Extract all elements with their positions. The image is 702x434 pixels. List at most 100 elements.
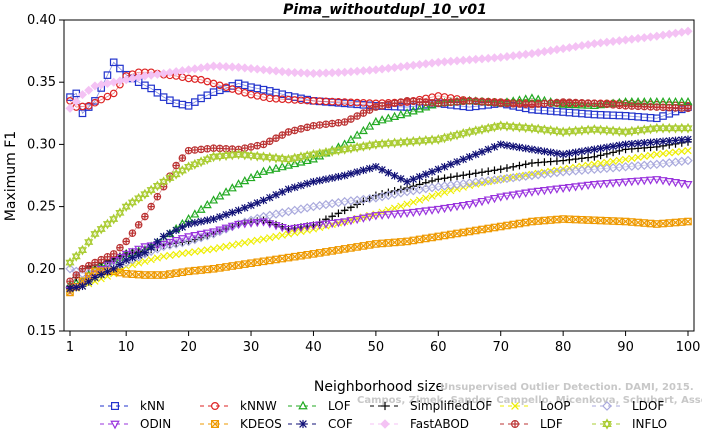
- data-point: [478, 168, 486, 177]
- data-point: [78, 264, 87, 273]
- data-point: [384, 188, 393, 197]
- data-point: [402, 136, 412, 148]
- x-tick-label: 50: [368, 340, 385, 355]
- data-point: [596, 100, 605, 108]
- data-point: [683, 155, 693, 166]
- data-point: [409, 97, 418, 106]
- x-tick-label: 70: [492, 340, 509, 355]
- data-point: [271, 66, 281, 76]
- legend: kNN kNNW LOF SimplifiedLOF LoOP LDOF ODIN KDEOS…: [100, 399, 667, 431]
- data-point: [608, 179, 618, 188]
- data-point: [515, 219, 524, 228]
- data-point: [233, 62, 244, 72]
- data-point: [458, 201, 468, 211]
- data-point: [639, 124, 649, 136]
- data-point: [272, 134, 280, 142]
- data-point: [464, 126, 475, 138]
- data-point: [478, 98, 486, 106]
- data-point: [403, 200, 411, 208]
- data-point: [97, 95, 106, 104]
- data-point: [252, 169, 262, 179]
- data-point: [84, 102, 93, 110]
- data-point: [333, 142, 343, 151]
- data-point: [172, 161, 180, 170]
- data-point: [383, 137, 393, 149]
- data-point: [209, 215, 218, 223]
- data-point: [652, 31, 662, 41]
- data-point: [178, 154, 187, 162]
- data-point: [402, 108, 412, 117]
- legend-item-inflo: INFLO: [592, 417, 667, 431]
- data-point: [670, 28, 681, 38]
- data-point: [77, 90, 88, 100]
- data-point: [302, 223, 312, 232]
- data-point: [334, 118, 343, 127]
- legend-label: LDF: [540, 417, 563, 431]
- data-point: [496, 99, 505, 108]
- data-point: [178, 249, 186, 258]
- data-point: [97, 270, 106, 279]
- data-point: [209, 228, 219, 237]
- data-point: [546, 186, 556, 195]
- data-point: [303, 179, 312, 188]
- data-point: [240, 204, 249, 212]
- data-point: [596, 144, 605, 153]
- data-point: [546, 46, 556, 56]
- series-lof: [65, 93, 693, 289]
- data-point: [415, 208, 425, 217]
- data-point: [340, 118, 349, 126]
- data-point: [377, 138, 387, 150]
- data-point: [102, 261, 112, 270]
- data-point: [665, 149, 673, 157]
- data-point: [584, 146, 592, 155]
- data-point: [234, 148, 244, 160]
- data-point: [683, 181, 693, 190]
- data-point: [602, 125, 612, 136]
- data-point: [508, 121, 518, 133]
- data-point: [128, 253, 137, 262]
- data-point: [596, 100, 606, 109]
- data-point: [283, 160, 294, 169]
- data-point: [377, 115, 387, 124]
- data-point: [609, 142, 617, 151]
- data-point: [365, 121, 375, 130]
- data-point: [240, 149, 250, 161]
- data-point: [246, 150, 256, 162]
- data-point: [140, 188, 150, 200]
- data-point: [533, 48, 543, 58]
- data-point: [283, 225, 294, 235]
- data-point: [434, 175, 443, 184]
- data-point: [234, 206, 243, 215]
- data-point: [328, 119, 336, 128]
- data-point: [353, 243, 361, 251]
- data-point: [103, 267, 112, 276]
- data-point: [258, 151, 269, 163]
- data-point: [465, 170, 474, 179]
- data-point: [515, 161, 524, 170]
- data-point: [377, 211, 387, 220]
- data-point: [652, 176, 662, 185]
- data-point: [147, 202, 155, 211]
- data-point: [253, 199, 262, 207]
- x-tick-label: 40: [305, 340, 322, 355]
- data-point: [347, 169, 355, 178]
- data-point: [452, 129, 462, 141]
- data-point: [447, 187, 455, 195]
- data-point: [215, 191, 225, 200]
- data-point: [614, 126, 624, 137]
- data-point: [290, 152, 300, 164]
- data-point: [583, 124, 593, 136]
- data-point: [166, 251, 174, 260]
- data-point: [66, 277, 74, 286]
- data-point: [178, 223, 187, 231]
- data-point: [427, 100, 437, 109]
- data-point: [596, 159, 605, 167]
- legend-marker: [211, 420, 220, 429]
- data-point: [247, 143, 255, 151]
- data-point: [677, 180, 687, 189]
- data-point: [152, 180, 162, 192]
- data-point: [277, 162, 287, 171]
- data-point: [603, 100, 611, 109]
- data-point: [677, 27, 687, 37]
- data-point: [484, 167, 493, 176]
